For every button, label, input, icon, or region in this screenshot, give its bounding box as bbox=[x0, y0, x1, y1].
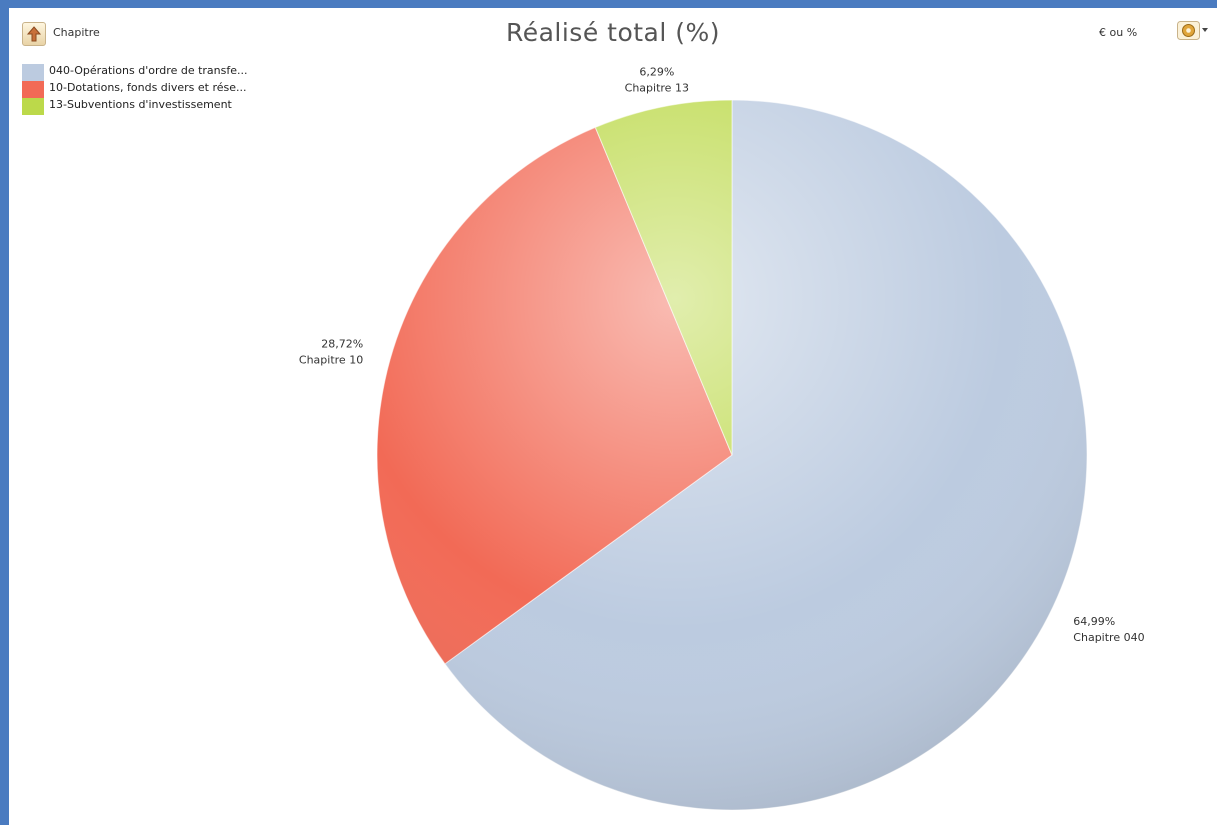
legend-item[interactable]: 10-Dotations, fonds divers et rése... bbox=[22, 81, 248, 98]
slice-value-label: 6,29% bbox=[639, 65, 674, 78]
slice-value-label: 28,72% bbox=[321, 338, 363, 351]
currency-percent-toggle[interactable]: € ou % bbox=[1099, 26, 1138, 39]
gear-dropdown-icon bbox=[1177, 21, 1208, 40]
level-label: Chapitre bbox=[53, 26, 100, 39]
slice-name-label: Chapitre 13 bbox=[625, 81, 689, 94]
slice-name-label: Chapitre 10 bbox=[299, 354, 363, 367]
slice-value-label: 64,99% bbox=[1073, 615, 1115, 628]
legend-label: 040-Opérations d'ordre de transfe... bbox=[49, 64, 248, 77]
options-button[interactable] bbox=[1177, 21, 1211, 41]
legend: 040-Opérations d'ordre de transfe... 10-D… bbox=[22, 64, 248, 115]
slice-name-label: Chapitre 040 bbox=[1073, 631, 1144, 644]
legend-item[interactable]: 040-Opérations d'ordre de transfe... bbox=[22, 64, 248, 81]
legend-swatch bbox=[22, 98, 44, 115]
up-arrow-icon bbox=[26, 26, 42, 42]
legend-swatch bbox=[22, 81, 44, 98]
chart-title: Réalisé total (%) bbox=[505, 18, 721, 47]
chart-panel: Chapitre 040-Opérations d'ordre de trans… bbox=[9, 8, 1217, 825]
legend-label: 10-Dotations, fonds divers et rése... bbox=[49, 81, 247, 94]
legend-label: 13-Subventions d'investissement bbox=[49, 98, 232, 111]
legend-swatch bbox=[22, 64, 44, 81]
legend-item[interactable]: 13-Subventions d'investissement bbox=[22, 98, 248, 115]
up-level-button[interactable] bbox=[22, 22, 46, 46]
pie-chart: 64,99% Chapitre 040 28,72% Chapitre 10 6,29%… bbox=[299, 65, 1145, 811]
